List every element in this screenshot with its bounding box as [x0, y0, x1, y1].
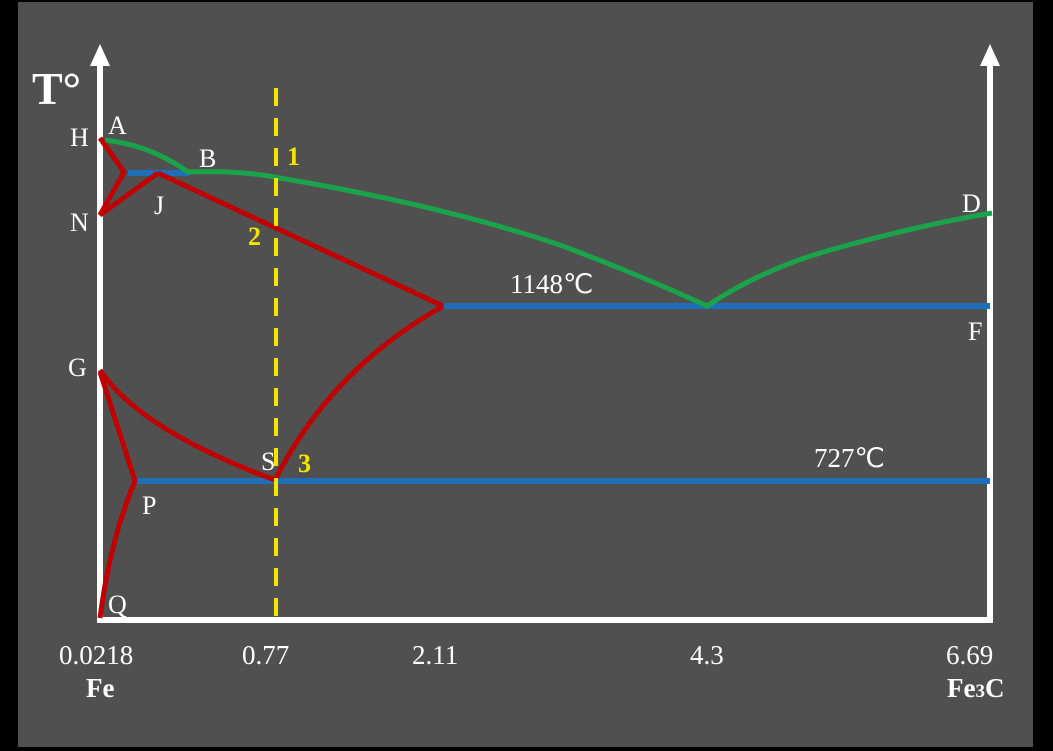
point-s: S — [261, 447, 275, 476]
point-a: A — [108, 111, 127, 140]
point-p: P — [142, 491, 156, 520]
point-f: F — [968, 317, 982, 346]
component-fe3c: Fe3C — [947, 673, 1004, 703]
line-je — [156, 170, 445, 309]
point-b: B — [199, 144, 216, 173]
temperature-axis-arrow-icon — [90, 44, 110, 66]
right-axis-arrow-icon — [980, 44, 1000, 66]
x-tick-6.69: 6.69 — [946, 640, 993, 670]
fe3c-sub: 3 — [975, 681, 985, 702]
line-es — [272, 303, 445, 482]
component-fe: Fe — [86, 673, 114, 703]
line-gpq — [97, 371, 138, 619]
label-727: 727℃ — [814, 443, 885, 473]
point-j: J — [154, 191, 164, 220]
point-g: G — [68, 353, 87, 382]
fe3c-base: Fe — [947, 673, 975, 703]
point-n: N — [70, 208, 89, 237]
line-gs — [97, 368, 276, 483]
point-q: Q — [108, 590, 127, 619]
axis-title: T° — [32, 63, 81, 114]
alloy-marker-1: 1 — [287, 142, 300, 171]
x-tick-2.11: 2.11 — [412, 640, 458, 670]
alloy-marker-2: 2 — [248, 222, 261, 251]
alloy-marker-3: 3 — [298, 449, 311, 478]
line-hn — [97, 136, 160, 218]
fe3c-tail: C — [985, 673, 1005, 703]
point-h: H — [70, 123, 89, 152]
label-1148: 1148℃ — [510, 269, 593, 299]
x-tick-4.3: 4.3 — [690, 640, 724, 670]
liquidus-line-abcd — [104, 137, 993, 309]
x-tick-0.0218: 0.0218 — [59, 640, 133, 670]
x-tick-0.77: 0.77 — [242, 640, 289, 670]
point-d: D — [962, 189, 981, 218]
